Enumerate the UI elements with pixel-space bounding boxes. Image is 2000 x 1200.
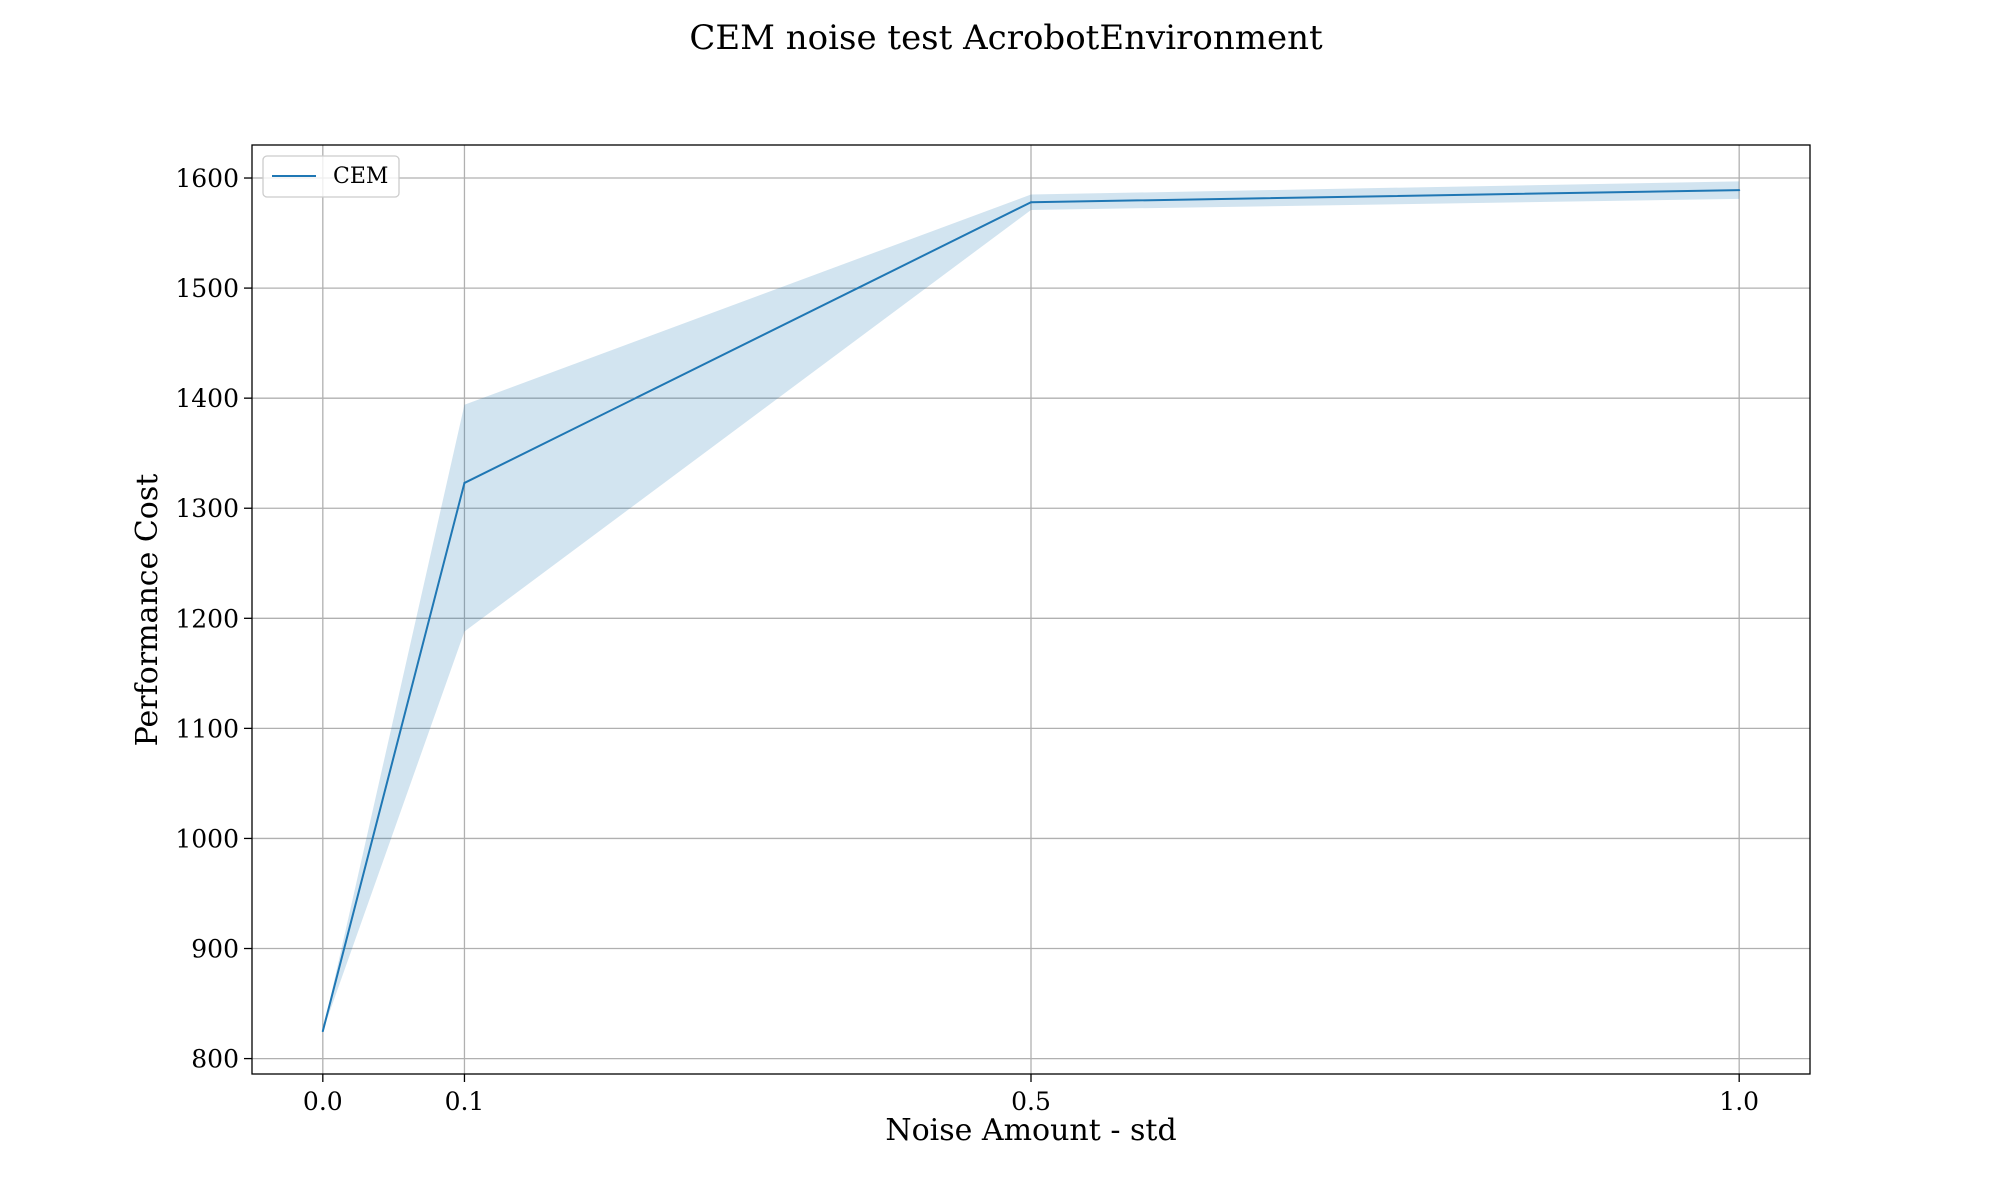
legend: CEM	[262, 155, 400, 198]
legend-label: CEM	[333, 164, 388, 189]
series-lines	[321, 189, 1741, 1033]
series-line	[321, 189, 1740, 1032]
y-tick-label: 1400	[175, 384, 239, 413]
y-tick-label: 800	[191, 1045, 239, 1074]
y-axis-label: Performance Cost	[130, 474, 165, 747]
x-tick-label: 0.1	[445, 1087, 485, 1116]
y-tick-label: 1100	[175, 714, 239, 743]
y-tick-label: 1200	[175, 604, 239, 633]
confidence-band	[322, 181, 1740, 1032]
y-tick-label: 1000	[175, 824, 239, 853]
x-axis-ticks: 0.0 0.1 0.5 1.0	[303, 1074, 1759, 1116]
x-tick-label: 0.0	[303, 1087, 343, 1116]
x-axis-label: Noise Amount - std	[885, 1113, 1176, 1148]
y-tick-label: 1500	[175, 274, 239, 303]
x-tick-label: 1.0	[1719, 1087, 1759, 1116]
data-point	[463, 481, 466, 484]
x-tick-label: 0.5	[1011, 1087, 1051, 1116]
data-point	[1738, 189, 1741, 192]
legend-box	[262, 155, 400, 198]
chart-title: CEM noise test AcrobotEnvironment	[689, 18, 1323, 58]
grid	[252, 145, 1810, 1074]
y-axis-ticks: 800 900 1000 1100 1200 1300 1400 1500 1600	[175, 164, 252, 1074]
y-tick-label: 1300	[175, 494, 239, 523]
y-tick-label: 1600	[175, 164, 239, 193]
confidence-bands	[322, 181, 1740, 1032]
y-tick-label: 900	[191, 935, 239, 964]
data-point	[321, 1030, 324, 1033]
data-point	[1030, 201, 1032, 204]
